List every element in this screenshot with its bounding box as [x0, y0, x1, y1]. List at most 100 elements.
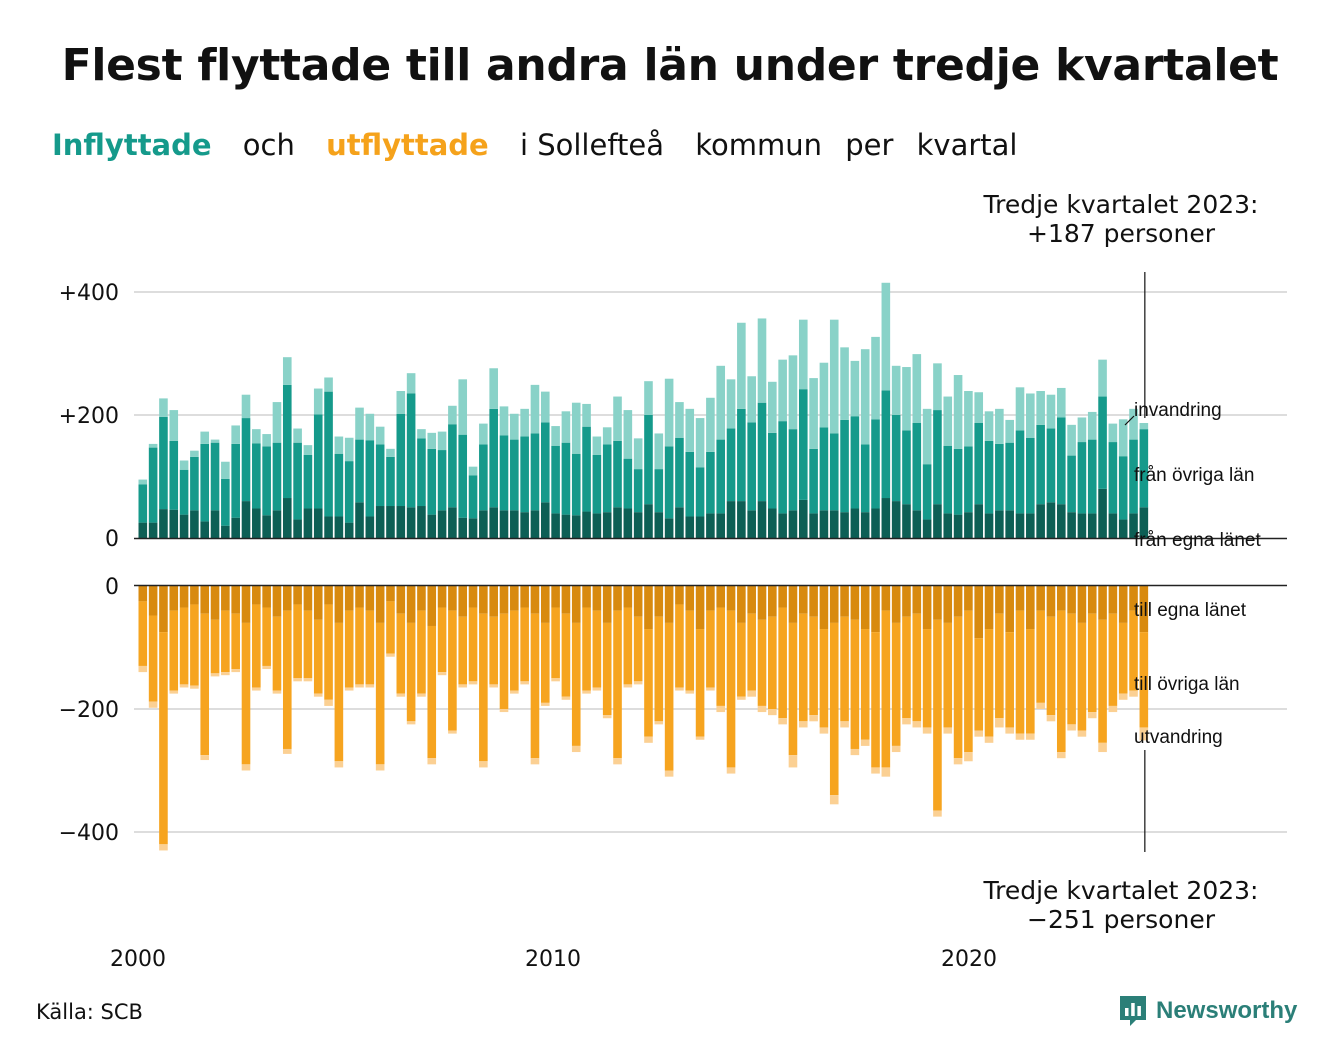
bar-bottom-egna-14 — [282, 586, 292, 611]
bar-top-ovriga-4 — [179, 469, 189, 515]
bar-bottom-utvandring-36 — [510, 690, 519, 694]
brand-name: Newsworthy — [1156, 997, 1298, 1024]
bar-top-invandring-42 — [571, 402, 581, 454]
bar-bottom-utvandring-44 — [592, 687, 602, 691]
bar-bottom-egna-77 — [933, 586, 942, 620]
subtitle-per: per — [845, 128, 894, 162]
bar-top-egna-25 — [396, 506, 406, 538]
bar-bottom-utvandring-76 — [922, 727, 932, 734]
bar-bottom-egna-38 — [530, 586, 540, 614]
bar-top-egna-92 — [1087, 513, 1097, 538]
bar-top-egna-49 — [644, 504, 653, 538]
bar-top-invandring-67 — [829, 319, 839, 434]
bar-top-egna-2 — [159, 509, 168, 538]
bar-top-ovriga-97 — [1139, 429, 1149, 508]
bar-top-invandring-35 — [499, 406, 509, 436]
bar-top-ovriga-16 — [303, 454, 313, 509]
bar-bottom-utvandring-96 — [1129, 690, 1138, 697]
bar-top-ovriga-79 — [953, 448, 963, 515]
bar-top-egna-45 — [602, 512, 612, 538]
bar-bottom-ovriga-16 — [303, 610, 313, 679]
bar-top-invandring-24 — [386, 448, 395, 457]
x-tick-2010: 2010 — [525, 947, 581, 972]
bar-top-ovriga-0 — [138, 484, 148, 523]
y-tick-top-0: 0 — [105, 527, 119, 552]
bar-bottom-egna-53 — [685, 586, 695, 611]
bar-bottom-ovriga-43 — [582, 607, 591, 691]
bar-bottom-egna-51 — [664, 586, 674, 623]
bar-top-ovriga-10 — [241, 418, 251, 502]
bar-bottom-ovriga-12 — [262, 607, 271, 666]
bar-bottom-ovriga-19 — [334, 622, 344, 762]
bar-top-ovriga-65 — [809, 448, 818, 514]
bar-top-ovriga-41 — [561, 442, 571, 515]
bar-top-ovriga-61 — [768, 432, 777, 509]
bar-bottom-egna-0 — [138, 586, 148, 602]
bar-bottom-egna-73 — [891, 586, 901, 623]
bar-top-egna-50 — [654, 512, 664, 538]
bar-top-egna-76 — [922, 519, 932, 538]
bar-top-invandring-6 — [200, 431, 210, 444]
bar-bottom-ovriga-81 — [974, 638, 984, 731]
bar-bottom-utvandring-63 — [788, 755, 798, 768]
bar-bottom-utvandring-97 — [1139, 727, 1149, 741]
bar-bottom-ovriga-44 — [592, 610, 602, 688]
bar-bottom-utvandring-80 — [964, 752, 973, 762]
bar-bottom-ovriga-5 — [190, 604, 199, 686]
bar-top-egna-68 — [840, 512, 849, 538]
bar-top-egna-56 — [716, 513, 726, 538]
bar-top-ovriga-78 — [943, 445, 953, 514]
bar-bottom-utvandring-67 — [829, 795, 839, 805]
bar-top-ovriga-21 — [355, 439, 364, 503]
bar-bottom-egna-31 — [458, 586, 468, 617]
bar-bottom-egna-21 — [355, 586, 364, 608]
leader-invandring — [1124, 415, 1135, 426]
bar-bottom-egna-42 — [571, 586, 581, 623]
bar-bottom-ovriga-22 — [365, 610, 375, 685]
bar-top-egna-53 — [685, 516, 695, 538]
bar-top-invandring-75 — [912, 354, 922, 423]
bar-top-ovriga-52 — [675, 437, 684, 508]
bar-top-invandring-32 — [468, 466, 478, 476]
bar-bottom-egna-52 — [675, 586, 684, 605]
bar-bottom-utvandring-4 — [179, 684, 189, 688]
bar-top-ovriga-57 — [726, 428, 736, 502]
bar-bottom-ovriga-74 — [902, 616, 911, 719]
bar-top-invandring-1 — [148, 443, 158, 448]
bar-bottom-utvandring-27 — [417, 693, 426, 697]
bar-bottom-ovriga-9 — [231, 613, 240, 670]
bar-bottom-egna-81 — [974, 586, 984, 639]
bar-top-ovriga-37 — [520, 436, 529, 513]
bar-top-egna-40 — [551, 513, 560, 538]
bar-top-egna-15 — [293, 519, 302, 538]
bar-bottom-ovriga-10 — [241, 622, 251, 765]
bar-bottom-egna-48 — [633, 586, 643, 617]
x-tick-2020: 2020 — [941, 947, 997, 972]
callout-top-line1: Tredje kvartalet 2023: — [983, 190, 1259, 219]
bar-top-invandring-76 — [922, 408, 932, 465]
bar-top-invandring-2 — [159, 398, 168, 417]
bar-bottom-utvandring-41 — [561, 696, 571, 700]
bar-top-egna-11 — [252, 508, 261, 538]
bar-top-invandring-73 — [891, 365, 901, 415]
bar-bottom-utvandring-74 — [902, 718, 911, 725]
bar-top-invandring-4 — [179, 460, 189, 470]
bar-top-ovriga-73 — [891, 415, 901, 502]
bar-top-invandring-45 — [602, 427, 612, 445]
bar-top-invandring-33 — [479, 423, 488, 445]
bar-top-invandring-55 — [706, 397, 715, 452]
bar-bottom-utvandring-61 — [768, 709, 777, 716]
bar-bottom-utvandring-64 — [798, 721, 808, 728]
bar-bottom-ovriga-75 — [912, 613, 922, 722]
bar-top-invandring-83 — [995, 408, 1004, 444]
bar-bottom-egna-39 — [540, 586, 550, 623]
bar-top-invandring-10 — [241, 394, 251, 419]
bar-bottom-egna-16 — [303, 586, 313, 611]
bar-bottom-ovriga-45 — [602, 622, 612, 716]
bar-top-egna-48 — [633, 512, 643, 538]
bar-bottom-ovriga-0 — [138, 601, 148, 666]
bar-top-ovriga-76 — [922, 464, 932, 520]
bar-top-ovriga-17 — [313, 414, 323, 509]
bar-top-ovriga-46 — [613, 440, 622, 508]
bar-top-egna-64 — [798, 499, 808, 538]
